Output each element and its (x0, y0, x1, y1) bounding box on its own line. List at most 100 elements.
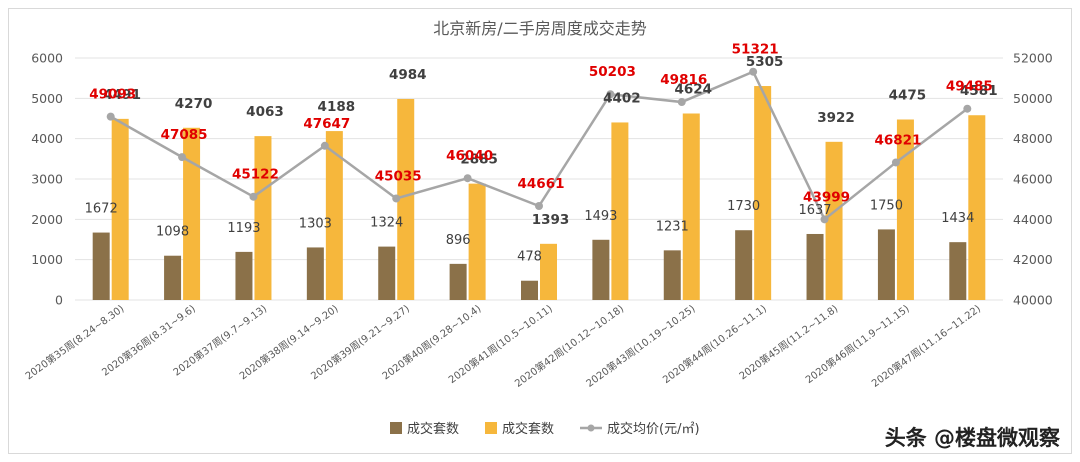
price-point (749, 67, 758, 76)
price-point (677, 98, 686, 107)
price-point (963, 104, 972, 113)
bar-new-home (949, 242, 967, 300)
price-point (106, 112, 115, 121)
legend-label-price: 成交均价(元/㎡) (607, 421, 700, 437)
bar-new-home (235, 251, 253, 300)
price-point (320, 141, 329, 150)
bar-second-hand (754, 86, 772, 300)
bar-new-home (164, 255, 182, 300)
bar-new-home (306, 247, 324, 300)
right-axis: 40000 42000 44000 46000 48000 50000 52000 (1013, 51, 1053, 308)
label-new-home: 1098 (156, 225, 189, 240)
bar-new-home (521, 280, 538, 300)
legend-swatch-second-hand (485, 422, 497, 434)
label-second-hand: 5305 (746, 54, 784, 70)
label-second-hand: 4581 (960, 83, 998, 99)
label-new-home: 1231 (656, 219, 689, 234)
x-axis: 2020第35周(8.24~8.30)2020第36周(8.31~9.6)202… (23, 302, 984, 390)
label-price: 44661 (518, 176, 565, 192)
bar-new-home (378, 246, 396, 300)
x-tick-label: 2020第47周(11.16~11.22) (869, 302, 983, 390)
label-new-home: 1434 (941, 211, 974, 226)
label-new-home: 1193 (227, 221, 260, 236)
label-price: 49093 (89, 87, 136, 103)
y-right-tick-label: 40000 (1013, 293, 1053, 308)
bar-second-hand (682, 113, 700, 301)
watermark: 头条 @楼盘微观察 (885, 426, 1061, 450)
bar-second-hand (611, 122, 629, 300)
bar-second-hand (896, 119, 914, 300)
bar-second-hand (183, 127, 201, 300)
label-second-hand: 4063 (246, 104, 284, 120)
y-left-tick-label: 5000 (31, 91, 63, 106)
label-second-hand: 4270 (175, 96, 213, 112)
legend: 成交套数 成交套数 成交均价(元/㎡) (390, 421, 700, 437)
label-new-home: 1637 (798, 203, 831, 218)
bar-second-hand (111, 118, 129, 300)
label-new-home: 1730 (727, 199, 760, 214)
bar-second-hand (325, 131, 343, 300)
price-point (535, 202, 543, 211)
label-new-home: 896 (446, 233, 471, 248)
label-new-home: 478 (517, 250, 542, 265)
bar-new-home (806, 233, 824, 300)
label-price: 46821 (874, 132, 921, 148)
y-right-tick-label: 42000 (1013, 252, 1053, 267)
price-point (606, 90, 615, 99)
label-second-hand: 4624 (674, 81, 712, 97)
left-axis: 0 1000 2000 3000 4000 5000 6000 (31, 51, 63, 308)
grid (75, 57, 1003, 301)
y-left-tick-label: 3000 (31, 172, 63, 187)
bar-second-hand (968, 115, 986, 300)
legend-label-new-home: 成交套数 (407, 421, 459, 437)
bar-second-hand (397, 98, 415, 300)
label-second-hand: 3922 (817, 110, 855, 126)
bars (92, 86, 986, 301)
label-new-home: 1303 (299, 216, 332, 231)
label-second-hand: 1393 (532, 212, 570, 228)
price-point (820, 215, 829, 224)
legend-swatch-new-home (390, 422, 402, 434)
bar-second-hand (540, 243, 557, 300)
label-second-hand: 4491 (103, 87, 141, 103)
bar-second-hand (254, 136, 272, 300)
label-second-hand: 2885 (460, 152, 498, 168)
label-second-hand: 4984 (389, 67, 427, 83)
y-left-tick-label: 2000 (31, 212, 63, 227)
label-new-home: 1493 (584, 209, 617, 224)
bar-new-home (449, 263, 467, 300)
label-new-home: 1324 (370, 216, 403, 231)
label-price: 46040 (446, 148, 493, 164)
y-right-tick-label: 46000 (1013, 172, 1053, 187)
label-price: 47647 (303, 116, 350, 132)
label-price: 47085 (161, 127, 208, 143)
y-left-tick-label: 0 (55, 293, 63, 308)
y-left-tick-label: 6000 (31, 51, 63, 66)
price-point (392, 194, 401, 203)
label-price: 51321 (732, 42, 779, 58)
y-left-tick-label: 1000 (31, 252, 63, 267)
price-line (106, 67, 972, 224)
bar-second-hand (468, 183, 486, 300)
label-new-home: 1750 (870, 198, 903, 213)
bar-new-home (735, 230, 753, 300)
label-new-home: 1672 (85, 202, 118, 217)
label-price: 45035 (375, 168, 422, 184)
chart-title: 北京新房/二手房周度成交走势 (433, 19, 646, 38)
label-price: 43999 (803, 189, 850, 205)
label-price: 49816 (660, 72, 707, 88)
label-second-hand: 4188 (318, 99, 356, 115)
y-left-tick-label: 4000 (31, 131, 63, 146)
legend-marker-price (587, 424, 595, 432)
bar-new-home (663, 250, 681, 300)
price-point (463, 174, 472, 183)
y-right-tick-label: 52000 (1013, 51, 1053, 66)
y-right-tick-label: 48000 (1013, 131, 1053, 146)
label-price: 49485 (946, 79, 993, 95)
label-second-hand: 4475 (889, 88, 927, 104)
bar-second-hand (825, 141, 843, 300)
bar-new-home (592, 239, 610, 300)
legend-label-second-hand: 成交套数 (502, 421, 554, 437)
